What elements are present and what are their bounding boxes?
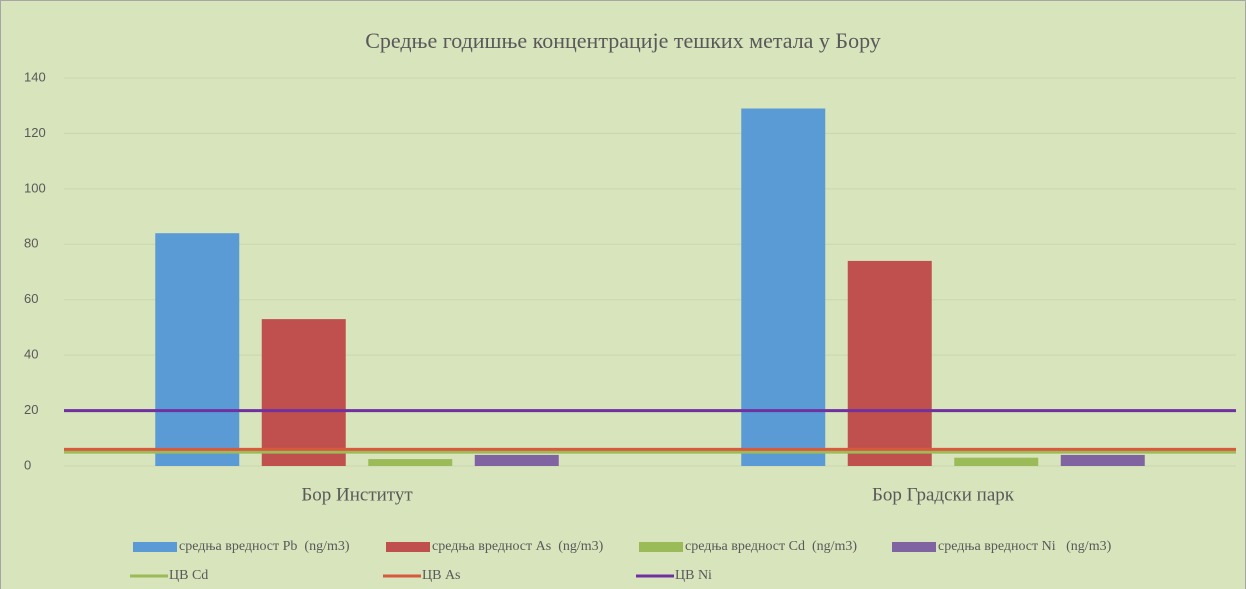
- y-tick-label: 100: [24, 180, 46, 195]
- y-tick-label: 20: [24, 402, 38, 417]
- legend-label: ЦВ Ni: [675, 568, 712, 583]
- y-tick-label: 80: [24, 236, 38, 251]
- legend-label: средња вредност Pb (ng/m3): [179, 539, 350, 554]
- x-tick-label: Бор Институт: [301, 484, 413, 505]
- legend-label: средња вредност As (ng/m3): [432, 539, 604, 554]
- legend-label: средња вредност Cd (ng/m3): [685, 539, 857, 554]
- bar: [155, 233, 240, 466]
- x-tick-label: Бор Градски парк: [872, 484, 1015, 505]
- bar: [1060, 454, 1145, 466]
- y-tick-label: 120: [24, 125, 46, 140]
- y-tick-label: 40: [24, 347, 38, 362]
- bar: [474, 454, 559, 466]
- legend-label: ЦВ Cd: [169, 568, 208, 583]
- legend-label: ЦВ As: [422, 568, 461, 583]
- legend-swatch: [386, 542, 430, 552]
- bar: [847, 260, 932, 466]
- bar: [954, 457, 1039, 466]
- y-tick-label: 140: [24, 69, 46, 84]
- y-tick-label: 60: [24, 291, 38, 306]
- chart-title: Средње годишње концентрације тешких мета…: [365, 28, 881, 53]
- bar: [741, 108, 826, 466]
- legend-swatch: [133, 542, 177, 552]
- legend-label: средња вредност Ni (ng/m3): [938, 539, 1112, 554]
- bar: [368, 459, 453, 466]
- y-tick-label: 0: [24, 457, 31, 472]
- legend-swatch: [892, 542, 936, 552]
- legend-swatch: [639, 542, 683, 552]
- bar: [261, 319, 346, 466]
